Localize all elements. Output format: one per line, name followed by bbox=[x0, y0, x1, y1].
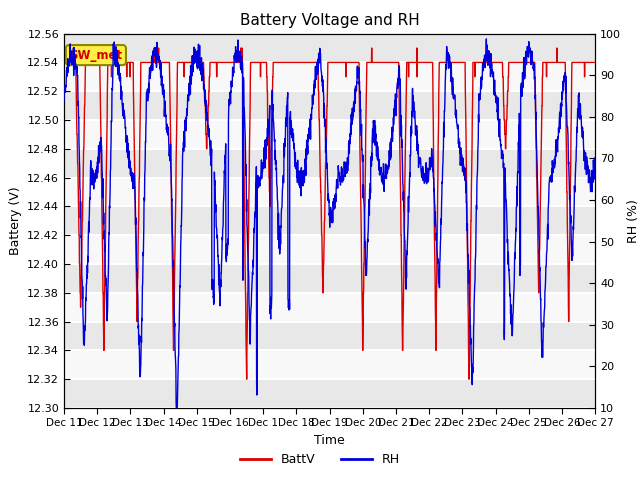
Legend: BattV, RH: BattV, RH bbox=[235, 448, 405, 471]
X-axis label: Time: Time bbox=[314, 434, 345, 447]
Bar bbox=[64, 91, 595, 120]
Bar bbox=[64, 206, 595, 235]
Text: SW_met: SW_met bbox=[69, 48, 122, 61]
Bar bbox=[64, 34, 595, 62]
Bar bbox=[64, 264, 595, 293]
Title: Battery Voltage and RH: Battery Voltage and RH bbox=[240, 13, 419, 28]
Bar bbox=[64, 379, 595, 408]
Y-axis label: RH (%): RH (%) bbox=[627, 199, 639, 243]
Y-axis label: Battery (V): Battery (V) bbox=[8, 187, 22, 255]
Bar bbox=[64, 322, 595, 350]
Bar bbox=[64, 149, 595, 178]
